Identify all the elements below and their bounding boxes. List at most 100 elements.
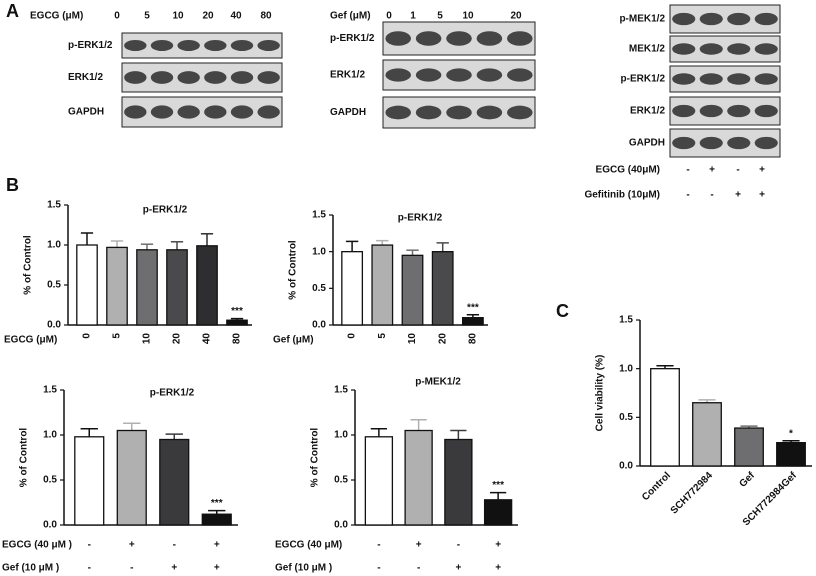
- bar: [226, 319, 248, 326]
- y-tick-label: 0.5: [312, 283, 326, 294]
- blot: [121, 96, 283, 128]
- bar: [106, 246, 128, 326]
- blot-row-label: MEK1/2: [629, 44, 666, 55]
- y-tick-label: 1.5: [43, 385, 57, 396]
- band: [699, 12, 723, 26]
- chart-title: p-ERK1/2: [143, 205, 188, 216]
- band: [672, 104, 696, 118]
- y-axis-label: % of Control: [19, 428, 30, 488]
- bar: [734, 427, 764, 467]
- bar: [444, 438, 473, 526]
- y-tick-label: 1.0: [43, 430, 57, 441]
- x-tick-label: 20: [437, 333, 448, 345]
- y-tick-label: 1.5: [334, 385, 348, 396]
- blot-row-label: GAPDH: [68, 107, 104, 118]
- band: [507, 68, 533, 82]
- condition-sign: -: [686, 165, 689, 176]
- y-tick-label: 1.5: [312, 210, 326, 221]
- lane-label: 10: [172, 11, 184, 22]
- y-tick-label: 1.0: [334, 430, 348, 441]
- condition-sign: -: [377, 540, 380, 551]
- band: [476, 68, 503, 82]
- bar: [776, 441, 806, 467]
- lane-label: 5: [144, 11, 150, 22]
- band: [476, 105, 503, 120]
- blot-row-label: ERK1/2: [68, 72, 103, 83]
- band: [727, 136, 751, 150]
- band: [754, 104, 778, 118]
- bar: [76, 244, 98, 326]
- y-tick-label: 1.5: [619, 315, 633, 326]
- band: [150, 105, 174, 119]
- band: [672, 43, 696, 55]
- band: [150, 71, 174, 84]
- condition-sign: +: [759, 165, 765, 176]
- condition-sign: -: [88, 563, 91, 574]
- bar: [136, 249, 158, 326]
- band: [754, 73, 778, 85]
- band: [177, 105, 200, 119]
- x-tick-label: Control: [640, 470, 673, 503]
- y-axis-label: Cell viability (%): [595, 355, 606, 432]
- condition-sign: +: [709, 165, 715, 176]
- x-tick-label: 0: [82, 333, 93, 339]
- panel-label: C: [556, 301, 569, 321]
- significance: ***: [467, 302, 479, 313]
- panel-label: B: [6, 175, 19, 195]
- blot: [121, 32, 283, 59]
- x-tick-label: 20: [172, 333, 183, 345]
- y-tick-label: 1.0: [47, 240, 61, 251]
- y-tick-label: 1.0: [619, 363, 633, 374]
- blot-row-label: GAPDH: [629, 138, 665, 149]
- condition-sign: -: [88, 540, 91, 551]
- band: [257, 40, 280, 51]
- condition-sign: +: [495, 540, 501, 551]
- bar: [201, 513, 232, 526]
- lane-label: 0: [114, 11, 120, 22]
- bar: [401, 254, 424, 326]
- band: [385, 31, 411, 46]
- blot-row-label: p-ERK1/2: [68, 40, 113, 51]
- band: [672, 73, 696, 85]
- band: [727, 43, 751, 55]
- lane-label: 1: [410, 11, 416, 22]
- band: [204, 40, 227, 51]
- band: [754, 12, 778, 26]
- band: [257, 71, 280, 84]
- y-tick-label: 0.0: [619, 461, 633, 472]
- y-tick-label: 1.5: [47, 200, 61, 211]
- blot-header: Gef (μM): [330, 11, 371, 22]
- band: [230, 105, 254, 119]
- band: [507, 31, 533, 46]
- bar: [431, 251, 454, 326]
- band: [257, 105, 280, 119]
- x-tick-label: 80: [468, 333, 479, 345]
- y-tick-label: 0.0: [47, 320, 61, 331]
- band: [446, 68, 472, 82]
- band: [727, 104, 751, 118]
- blot: [121, 62, 283, 93]
- band: [204, 71, 227, 84]
- significance: ***: [492, 480, 504, 491]
- lane-label: 0: [386, 11, 392, 22]
- band: [507, 105, 533, 120]
- band: [699, 104, 723, 118]
- condition-sign: +: [495, 563, 501, 574]
- blot-row-label: p-MEK1/2: [619, 14, 665, 25]
- chart-title: p-MEK1/2: [415, 377, 461, 388]
- x-tick-label: 40: [202, 333, 213, 345]
- band: [727, 73, 751, 85]
- band: [672, 12, 696, 26]
- y-tick-label: 0.5: [334, 475, 348, 486]
- condition-sign: +: [214, 540, 220, 551]
- lane-label: 5: [437, 11, 443, 22]
- lane-label: 20: [202, 11, 214, 22]
- band: [415, 31, 442, 46]
- band: [415, 68, 442, 82]
- condition-sign: -: [377, 563, 380, 574]
- y-tick-label: 0.5: [619, 412, 633, 423]
- condition-label: Gefitinib (10μM): [584, 190, 660, 201]
- band: [699, 73, 723, 85]
- y-tick-label: 0.5: [47, 280, 61, 291]
